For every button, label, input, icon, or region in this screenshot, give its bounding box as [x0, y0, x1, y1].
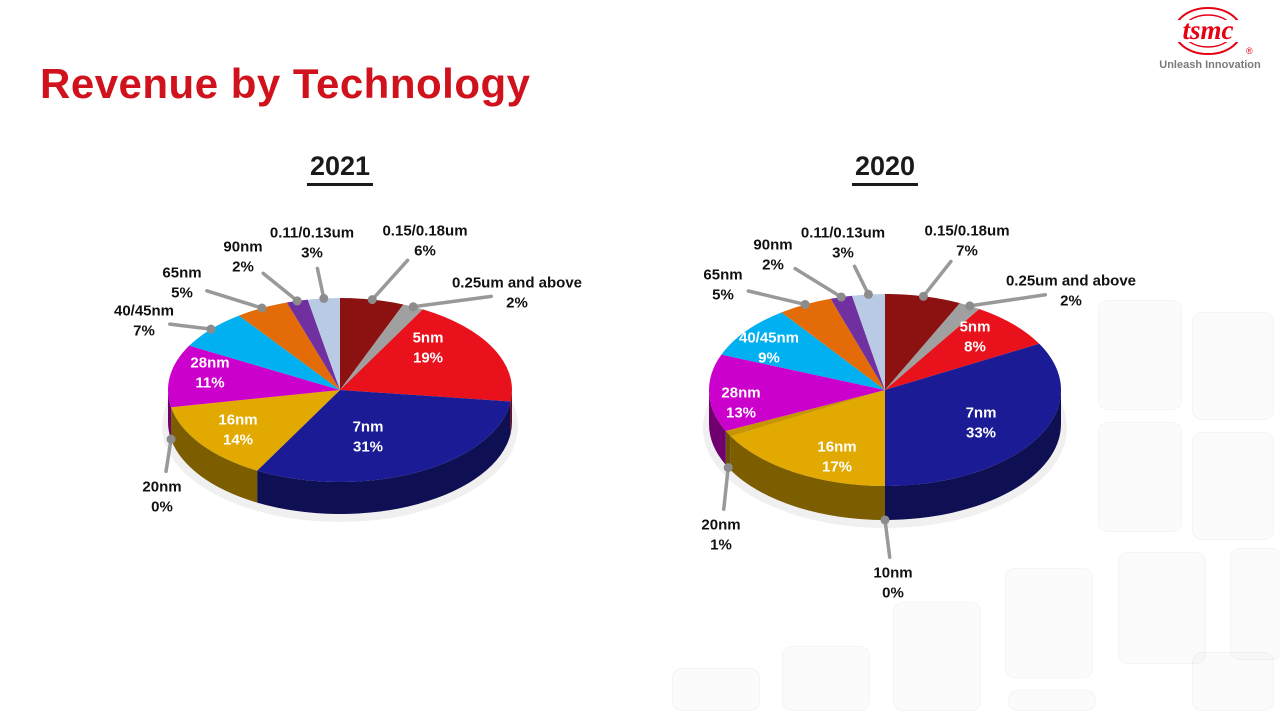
slice-label-0-15-0-18um: 0.15/0.18um 6%: [382, 222, 468, 260]
slice-label-0-25um-and-above: 0.25um and above 2%: [1005, 272, 1137, 310]
pie-slice-side-28nm: [709, 390, 726, 465]
slice-label-40-45nm: 40/45nm 9%: [738, 329, 800, 367]
background-pattern-tile: [1192, 312, 1274, 420]
slice-label-5nm: 5nm 19%: [412, 329, 444, 367]
leader-line-0-15-0-18um: [370, 258, 410, 302]
leader-dot-90nm: [836, 292, 846, 302]
leader-line-0-11-0-13um: [315, 266, 326, 301]
chart-title-2020: 2020: [851, 151, 919, 186]
logo-tagline: Unleash Innovation: [1159, 59, 1261, 71]
tsmc-logo-mark: tsmc ®: [1172, 7, 1253, 56]
pie-slice-28nm: [709, 354, 885, 431]
pie-slice-0-15-0-18um: [340, 298, 404, 390]
leader-line-90nm: [793, 266, 843, 299]
leader-line-90nm: [261, 271, 299, 303]
leader-dot-10nm: [880, 515, 890, 525]
pie-slice-90nm: [830, 295, 885, 390]
slice-label-16nm: 16nm 17%: [817, 438, 857, 476]
leader-dot-0-11-0-13um: [319, 293, 329, 303]
leader-dot-20nm: [723, 463, 733, 473]
slice-label-0-25um-and-above: 0.25um and above 2%: [451, 274, 583, 312]
leader-dot-0-15-0-18um: [367, 295, 377, 305]
pie-slice-side-7nm: [257, 401, 511, 514]
pie-slice-side-7nm: [885, 390, 1061, 520]
slice-label-20nm: 20nm 1%: [701, 516, 741, 554]
background-pattern-tile: [1192, 432, 1274, 540]
pie-slice-40-45nm: [189, 315, 340, 390]
tsmc-wordmark: tsmc: [1183, 15, 1234, 45]
slice-label-10nm: 10nm 0%: [873, 564, 913, 602]
slice-label-90nm: 90nm 2%: [223, 238, 263, 276]
leader-line-40-45nm: [168, 322, 213, 331]
pie-slice-20nm: [725, 390, 885, 437]
pie-slice-5nm: [340, 309, 512, 402]
pie-chart-2021: 2021 0.15/0.18um 6% 0.25um and above 2% 5nm 1…: [40, 145, 680, 709]
leader-dot-20nm: [166, 434, 176, 444]
background-pattern-tile: [1005, 568, 1093, 678]
pie-slice-65nm: [781, 298, 885, 390]
pie-slice-side-16nm: [730, 436, 885, 520]
slice-label-65nm: 65nm 5%: [162, 264, 202, 302]
pie-slice-0-11-0-13um: [852, 294, 885, 390]
pie-slice-0-25um-and-above: [885, 303, 980, 390]
pie-slice-0-25um-and-above: [340, 304, 423, 390]
leader-dot-65nm: [257, 303, 267, 313]
leader-line-10nm: [883, 518, 892, 559]
leader-line-0-11-0-13um: [852, 264, 871, 297]
leader-dot-65nm: [800, 299, 810, 309]
pie-chart-2020: 2020 0.15/0.18um 7% 0.25um and above 2% 5nm 8…: [585, 145, 1225, 709]
tsmc-logo: tsmc ® Unleash Innovation: [1150, 6, 1270, 71]
slice-label-5nm: 5nm 8%: [959, 318, 991, 356]
leader-dot-0-15-0-18um: [918, 291, 928, 301]
pie-slice-16nm: [171, 390, 340, 471]
pie-svg: [162, 258, 518, 522]
pie-slice-7nm: [885, 343, 1061, 486]
slice-label-20nm: 20nm 0%: [142, 478, 182, 516]
background-pattern-tile: [1098, 422, 1182, 532]
background-pattern-tile: [1098, 300, 1182, 410]
pie-slice-side-5nm: [510, 390, 512, 434]
leader-line-20nm: [164, 437, 173, 474]
chart-title-2021: 2021: [306, 151, 374, 186]
leader-line-65nm: [746, 289, 807, 307]
slice-label-7nm: 7nm 33%: [965, 404, 997, 442]
leader-line-65nm: [205, 289, 264, 310]
pie-slice-40-45nm: [721, 312, 885, 390]
pie-svg: [703, 259, 1067, 559]
slice-label-0-11-0-13um: 0.11/0.13um 3%: [800, 224, 886, 262]
slice-label-28nm: 28nm 13%: [721, 384, 761, 422]
registered-mark: ®: [1246, 46, 1253, 56]
leader-dot-0-25um-and-above: [408, 302, 418, 312]
pie-slice-5nm: [885, 308, 1040, 390]
page-title: Revenue by Technology: [40, 60, 531, 107]
leader-line-0-25um-and-above: [411, 294, 493, 309]
pie-slice-side-28nm: [168, 390, 172, 440]
leader-line-0-25um-and-above: [968, 293, 1048, 308]
leader-dot-0-25um-and-above: [965, 301, 975, 311]
slice-label-16nm: 16nm 14%: [218, 411, 258, 449]
slice-label-28nm: 28nm 11%: [190, 354, 230, 392]
slice-label-0-15-0-18um: 0.15/0.18um 7%: [924, 222, 1010, 260]
background-pattern-tile: [1230, 548, 1280, 660]
pie-slice-side-16nm: [171, 407, 258, 503]
slice-label-40-45nm: 40/45nm 7%: [113, 302, 175, 340]
pie-slice-side-20nm: [725, 430, 731, 471]
leader-dot-40-45nm: [206, 324, 216, 334]
leader-dot-90nm: [292, 296, 302, 306]
pie-slice-65nm: [238, 302, 340, 390]
pie-slice-0-15-0-18um: [885, 294, 960, 390]
slice-label-7nm: 7nm 31%: [352, 418, 384, 456]
pie-slice-90nm: [286, 299, 340, 390]
background-pattern-tile: [1118, 552, 1206, 664]
leader-line-0-15-0-18um: [921, 259, 953, 299]
leader-line-20nm: [722, 465, 730, 511]
slice-label-90nm: 90nm 2%: [753, 236, 793, 274]
slice-label-65nm: 65nm 5%: [703, 266, 743, 304]
pie-slice-0-11-0-13um: [307, 298, 340, 390]
pie-slice-28nm: [168, 345, 340, 408]
pie-slice-7nm: [257, 390, 511, 482]
leader-dot-0-11-0-13um: [863, 289, 873, 299]
pie-slice-16nm: [730, 390, 885, 486]
slice-label-0-11-0-13um: 0.11/0.13um 3%: [269, 224, 355, 262]
